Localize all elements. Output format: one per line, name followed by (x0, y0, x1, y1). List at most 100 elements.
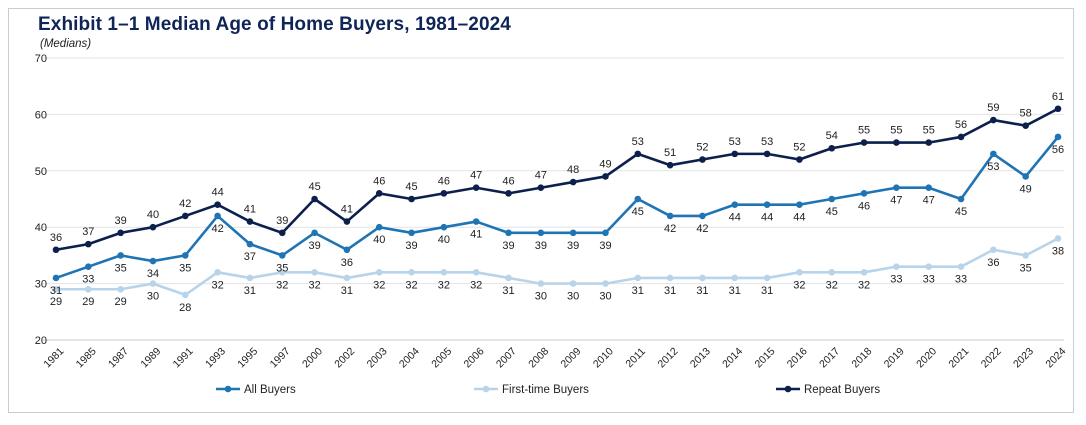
data-label-all-buyers: 40 (373, 234, 385, 246)
x-tick-label: 2005 (429, 345, 454, 370)
data-label-all-buyers: 34 (147, 268, 159, 280)
data-point-repeat-buyers (990, 116, 997, 124)
data-point-all-buyers (472, 218, 480, 225)
data-point-all-buyers (828, 195, 836, 203)
data-point-repeat-buyers (214, 201, 221, 208)
x-tick-label: 2023 (1011, 345, 1036, 370)
data-point-first-time-buyers (828, 269, 836, 276)
x-tick-label: 2015 (752, 345, 777, 370)
legend-label: All Buyers (244, 384, 296, 396)
data-point-first-time-buyers (505, 274, 512, 282)
x-tick-label: 2000 (300, 345, 325, 370)
data-label-first-time-buyers: 32 (826, 279, 838, 291)
data-label-first-time-buyers: 32 (405, 279, 417, 291)
legend-item-all-buyers: All Buyers (216, 384, 296, 396)
y-tick-label: 60 (35, 109, 47, 121)
data-point-first-time-buyers (860, 269, 868, 276)
x-tick-label: 2009 (559, 345, 584, 370)
data-label-repeat-buyers: 37 (82, 226, 94, 238)
x-tick-label: 2019 (882, 345, 907, 370)
data-point-first-time-buyers (181, 291, 189, 299)
data-label-all-buyers: 36 (341, 257, 353, 269)
data-point-first-time-buyers (569, 280, 577, 287)
data-point-first-time-buyers (537, 280, 545, 287)
data-label-repeat-buyers: 47 (470, 170, 482, 182)
data-point-all-buyers (893, 184, 900, 192)
data-label-repeat-buyers: 45 (405, 181, 417, 193)
data-point-repeat-buyers (343, 218, 351, 225)
data-label-first-time-buyers: 32 (373, 279, 385, 291)
series-line-all-buyers (54, 135, 1060, 280)
data-point-repeat-buyers (731, 150, 739, 158)
data-labels: 31 33 35 34 35 42 37 35 39 36 40 39 40 41 39 39 39 39 45 42… (50, 91, 1064, 314)
x-tick-label: 2004 (397, 345, 422, 370)
legend: All Buyers First-time Buyers Repeat Buyers (216, 384, 880, 396)
data-point-repeat-buyers (699, 156, 706, 163)
data-label-all-buyers: 44 (729, 212, 741, 224)
x-tick-label: 2008 (526, 345, 551, 370)
data-label-first-time-buyers: 30 (535, 291, 547, 303)
data-label-all-buyers: 45 (826, 206, 838, 218)
data-label-all-buyers: 31 (50, 285, 62, 297)
data-point-first-time-buyers (85, 285, 92, 293)
x-tick-label: 2022 (979, 345, 1004, 370)
data-label-first-time-buyers: 38 (1052, 245, 1064, 257)
data-point-all-buyers (699, 212, 706, 220)
data-point-all-buyers (375, 223, 383, 231)
data-point-first-time-buyers (1054, 235, 1062, 242)
data-label-first-time-buyers: 33 (955, 274, 967, 286)
x-tick-label: 1997 (268, 345, 293, 370)
data-label-repeat-buyers: 56 (955, 119, 967, 131)
data-label-repeat-buyers: 55 (890, 125, 902, 137)
data-point-repeat-buyers (85, 240, 92, 248)
data-label-repeat-buyers: 54 (826, 130, 838, 142)
data-point-repeat-buyers (472, 184, 480, 192)
data-point-first-time-buyers (893, 263, 900, 270)
legend-swatch-marker (784, 385, 792, 393)
legend-swatch-marker (482, 385, 490, 393)
data-point-first-time-buyers (52, 285, 60, 293)
data-label-all-buyers: 39 (405, 240, 417, 252)
data-point-repeat-buyers (925, 139, 933, 146)
data-point-repeat-buyers (408, 195, 415, 203)
data-label-all-buyers: 35 (276, 262, 288, 274)
data-point-first-time-buyers (149, 280, 157, 287)
data-label-all-buyers: 35 (115, 262, 127, 274)
legend-item-first-time-buyers: First-time Buyers (474, 384, 589, 396)
data-point-all-buyers (214, 212, 221, 220)
y-tick-label: 40 (35, 222, 47, 234)
x-tick-label: 2021 (946, 345, 971, 370)
data-label-first-time-buyers: 31 (664, 285, 676, 297)
x-tick-label: 1993 (203, 345, 228, 370)
data-point-first-time-buyers (634, 274, 642, 282)
data-label-first-time-buyers: 35 (1020, 262, 1032, 274)
series-line-repeat-buyers (54, 107, 1060, 252)
data-label-repeat-buyers: 49 (599, 158, 611, 170)
x-tick-label: 2011 (623, 346, 648, 371)
gridlines (42, 57, 1064, 341)
data-point-first-time-buyers (602, 280, 609, 287)
data-label-repeat-buyers: 48 (567, 164, 579, 176)
data-label-first-time-buyers: 32 (793, 279, 805, 291)
y-tick-label: 50 (35, 166, 47, 178)
x-tick-label: 2002 (332, 345, 357, 370)
data-point-first-time-buyers (214, 269, 221, 276)
data-label-first-time-buyers: 29 (115, 296, 127, 308)
y-tick-label: 30 (35, 279, 47, 291)
data-point-all-buyers (311, 229, 318, 237)
data-point-all-buyers (731, 201, 739, 208)
x-tick-label: 2014 (720, 345, 745, 370)
data-point-all-buyers (343, 246, 351, 254)
data-label-all-buyers: 39 (535, 240, 547, 252)
data-label-all-buyers: 44 (793, 212, 805, 224)
data-point-repeat-buyers (537, 184, 545, 192)
x-tick-label: 2010 (591, 345, 616, 370)
data-label-all-buyers: 46 (858, 200, 870, 212)
data-label-all-buyers: 45 (955, 206, 967, 218)
data-point-all-buyers (278, 252, 286, 259)
data-point-first-time-buyers (440, 269, 448, 276)
data-point-repeat-buyers (149, 223, 157, 231)
data-point-first-time-buyers (957, 263, 965, 270)
data-label-all-buyers: 42 (696, 223, 708, 235)
